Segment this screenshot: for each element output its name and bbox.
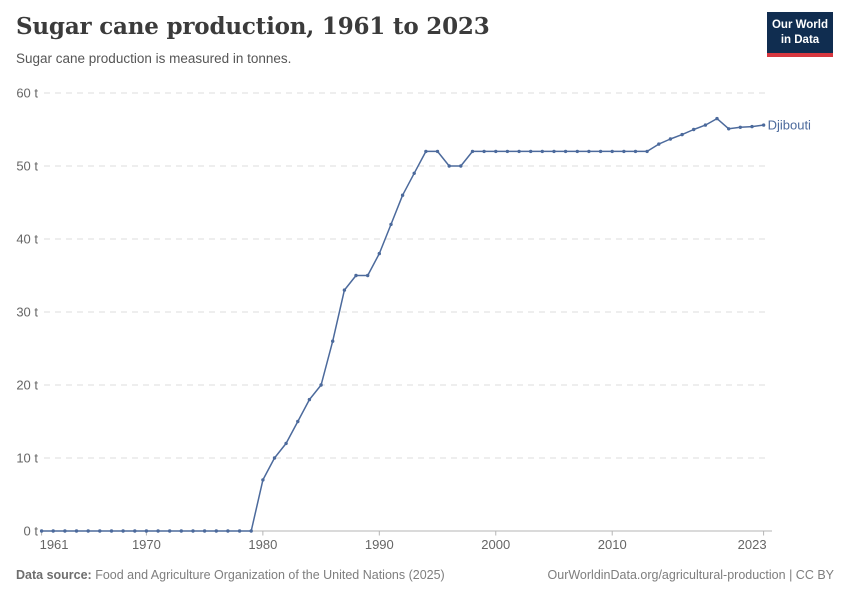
data-point[interactable]	[86, 529, 90, 533]
data-point[interactable]	[400, 193, 405, 197]
x-tick-label: 1970	[132, 537, 161, 552]
chart-subtitle: Sugar cane production is measured in ton…	[16, 51, 292, 66]
data-point[interactable]	[342, 288, 347, 292]
data-point[interactable]	[51, 529, 55, 533]
data-point[interactable]	[261, 478, 265, 482]
data-point[interactable]	[307, 397, 312, 402]
owid-logo-text-line2: in Data	[780, 33, 820, 46]
attribution: OurWorldinData.org/agricultural-producti…	[548, 568, 834, 582]
data-point[interactable]	[470, 149, 475, 154]
data-point[interactable]	[121, 529, 125, 533]
data-point[interactable]	[98, 529, 102, 533]
y-tick-label: 40 t	[16, 232, 38, 247]
data-point[interactable]	[633, 149, 638, 154]
owid-logo-text-line1: Our World	[771, 19, 828, 31]
data-point[interactable]	[459, 164, 463, 168]
data-point[interactable]	[214, 529, 218, 533]
y-tick-label: 10 t	[16, 451, 38, 466]
data-point[interactable]	[680, 132, 684, 137]
y-tick-label: 60 t	[16, 86, 38, 101]
data-point[interactable]	[424, 149, 428, 154]
data-point[interactable]	[412, 171, 416, 175]
data-point[interactable]	[296, 419, 300, 424]
data-point[interactable]	[179, 529, 183, 533]
data-point[interactable]	[284, 441, 288, 446]
data-point[interactable]	[575, 149, 579, 154]
data-point[interactable]	[715, 116, 719, 121]
data-point[interactable]	[645, 149, 649, 154]
page-title: Sugar cane production, 1961 to 2023	[16, 13, 490, 40]
x-tick-label: 2000	[481, 537, 510, 552]
data-point[interactable]	[237, 529, 242, 533]
data-point[interactable]	[109, 529, 114, 533]
data-point[interactable]	[377, 251, 381, 256]
y-tick-label: 30 t	[16, 305, 38, 320]
y-tick-label: 0 t	[24, 524, 39, 539]
data-point[interactable]	[587, 149, 591, 154]
data-source-label: Data source:	[16, 568, 92, 582]
data-point[interactable]	[226, 529, 230, 533]
data-point[interactable]	[529, 149, 533, 154]
x-tick-label: 1980	[248, 537, 277, 552]
data-point[interactable]	[738, 125, 742, 129]
data-source: Data source: Food and Agriculture Organi…	[16, 568, 445, 582]
data-point[interactable]	[657, 142, 661, 146]
x-tick-label: 2010	[598, 537, 627, 552]
data-point[interactable]	[156, 529, 160, 533]
line-chart[interactable]: 0 t 10 t 20 t 30 t 40 t 50 t 60 t 1961 1970 1980 1…	[0, 78, 850, 560]
data-point[interactable]	[168, 529, 172, 533]
data-point[interactable]	[750, 124, 754, 129]
data-point[interactable]	[552, 149, 556, 154]
data-point[interactable]	[191, 529, 195, 533]
data-line[interactable]	[40, 117, 765, 532]
x-tick-label: 1961	[40, 537, 69, 552]
data-point[interactable]	[668, 137, 673, 141]
license-text: | CC BY	[785, 568, 834, 582]
data-point[interactable]	[133, 529, 137, 533]
chart-footer: Data source: Food and Agriculture Organi…	[16, 568, 834, 582]
data-point[interactable]	[319, 383, 323, 387]
x-tick-label: 2023	[738, 537, 767, 552]
y-tick-label: 50 t	[16, 159, 38, 174]
owid-url-link[interactable]: OurWorldinData.org/agricultural-producti…	[547, 568, 786, 582]
data-point[interactable]	[622, 149, 626, 154]
data-point[interactable]	[331, 339, 335, 343]
y-tick-label: 20 t	[16, 378, 38, 393]
data-point[interactable]	[563, 149, 568, 154]
data-point[interactable]	[598, 149, 603, 154]
data-point[interactable]	[272, 456, 277, 460]
data-point[interactable]	[354, 273, 358, 278]
data-point[interactable]	[435, 149, 440, 154]
data-source-text: Food and Agriculture Organization of the…	[91, 568, 445, 582]
data-point[interactable]	[482, 149, 486, 154]
data-point[interactable]	[144, 529, 149, 533]
data-point[interactable]	[505, 149, 510, 154]
series-label[interactable]: Djibouti	[768, 118, 811, 133]
data-point[interactable]	[727, 127, 731, 131]
data-point[interactable]	[447, 164, 451, 168]
data-point[interactable]	[39, 529, 44, 533]
data-point[interactable]	[692, 127, 696, 132]
x-tick-label: 1990	[365, 537, 394, 552]
data-point[interactable]	[761, 123, 766, 127]
data-point[interactable]	[366, 273, 370, 278]
data-point[interactable]	[249, 529, 253, 533]
data-point[interactable]	[703, 123, 708, 127]
data-point[interactable]	[74, 529, 79, 533]
data-point[interactable]	[517, 149, 521, 154]
owid-logo[interactable]: Our World in Data	[767, 12, 833, 57]
data-point[interactable]	[389, 222, 393, 227]
data-point[interactable]	[540, 149, 544, 154]
data-point[interactable]	[202, 529, 207, 533]
data-point[interactable]	[610, 149, 614, 154]
data-point[interactable]	[494, 149, 498, 154]
data-point[interactable]	[63, 529, 67, 533]
